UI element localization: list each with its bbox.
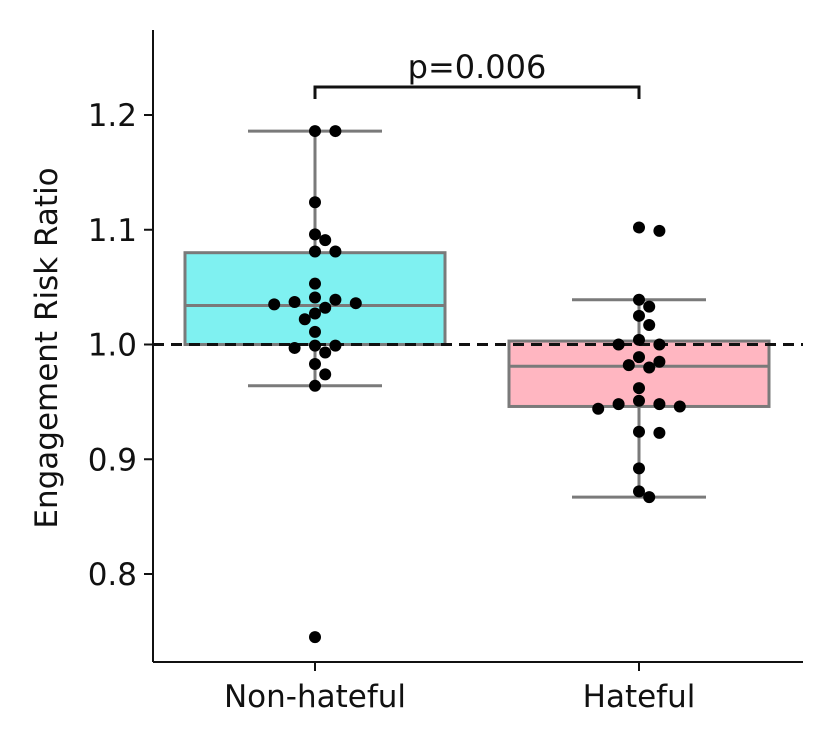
data-point xyxy=(309,125,321,138)
data-point xyxy=(309,277,321,290)
data-point xyxy=(673,400,686,413)
data-point xyxy=(309,379,321,392)
y-axis-label: Engagement Risk Ratio xyxy=(29,167,65,528)
data-point xyxy=(633,382,645,395)
data-point xyxy=(319,234,332,247)
data-point xyxy=(288,296,301,309)
data-point xyxy=(329,125,342,138)
data-point xyxy=(309,358,321,371)
data-point xyxy=(288,341,301,354)
data-point xyxy=(298,313,311,326)
data-point xyxy=(653,398,666,411)
data-point xyxy=(643,318,656,331)
data-point xyxy=(653,338,666,351)
data-point xyxy=(309,228,321,241)
y-tick-label: 1.0 xyxy=(88,328,137,364)
data-point xyxy=(349,297,362,310)
data-point xyxy=(653,224,666,237)
y-tick-label: 1.2 xyxy=(88,98,137,134)
data-point xyxy=(319,301,332,314)
data-point xyxy=(309,339,321,352)
data-point xyxy=(633,221,645,234)
data-point xyxy=(643,361,656,374)
data-point xyxy=(329,245,342,258)
data-point xyxy=(612,338,625,351)
data-point xyxy=(329,293,342,306)
data-point xyxy=(592,402,605,415)
data-point xyxy=(633,394,645,407)
data-point xyxy=(653,426,666,439)
x-tick-label: Hateful xyxy=(583,679,696,715)
data-point xyxy=(309,307,321,320)
data-point xyxy=(653,355,666,368)
plot-area: 0.8 0.9 1.0 1.1 1.2 Non-hateful Hateful xyxy=(88,30,803,715)
data-point xyxy=(309,631,321,644)
data-point xyxy=(309,291,321,304)
data-point xyxy=(319,346,332,359)
x-tick-label: Non-hateful xyxy=(224,679,406,715)
data-point xyxy=(309,196,321,209)
data-point xyxy=(633,351,645,364)
data-point xyxy=(309,325,321,338)
data-point xyxy=(633,309,645,322)
data-point xyxy=(612,398,625,411)
y-tick-label: 1.1 xyxy=(88,213,137,249)
data-point xyxy=(643,300,656,313)
y-tick-label: 0.9 xyxy=(88,442,137,478)
data-point xyxy=(633,293,645,306)
data-point xyxy=(329,339,342,352)
data-point xyxy=(633,333,645,346)
data-point xyxy=(643,491,656,504)
data-point xyxy=(268,298,281,311)
significance-bracket xyxy=(313,85,641,99)
data-point xyxy=(319,368,332,381)
data-point xyxy=(633,425,645,438)
data-point xyxy=(309,245,321,258)
y-tick-label: 0.8 xyxy=(88,557,137,593)
data-point xyxy=(633,485,645,498)
data-point xyxy=(622,359,635,372)
p-value-annotation: p=0.006 xyxy=(408,48,547,86)
data-point xyxy=(633,462,645,475)
